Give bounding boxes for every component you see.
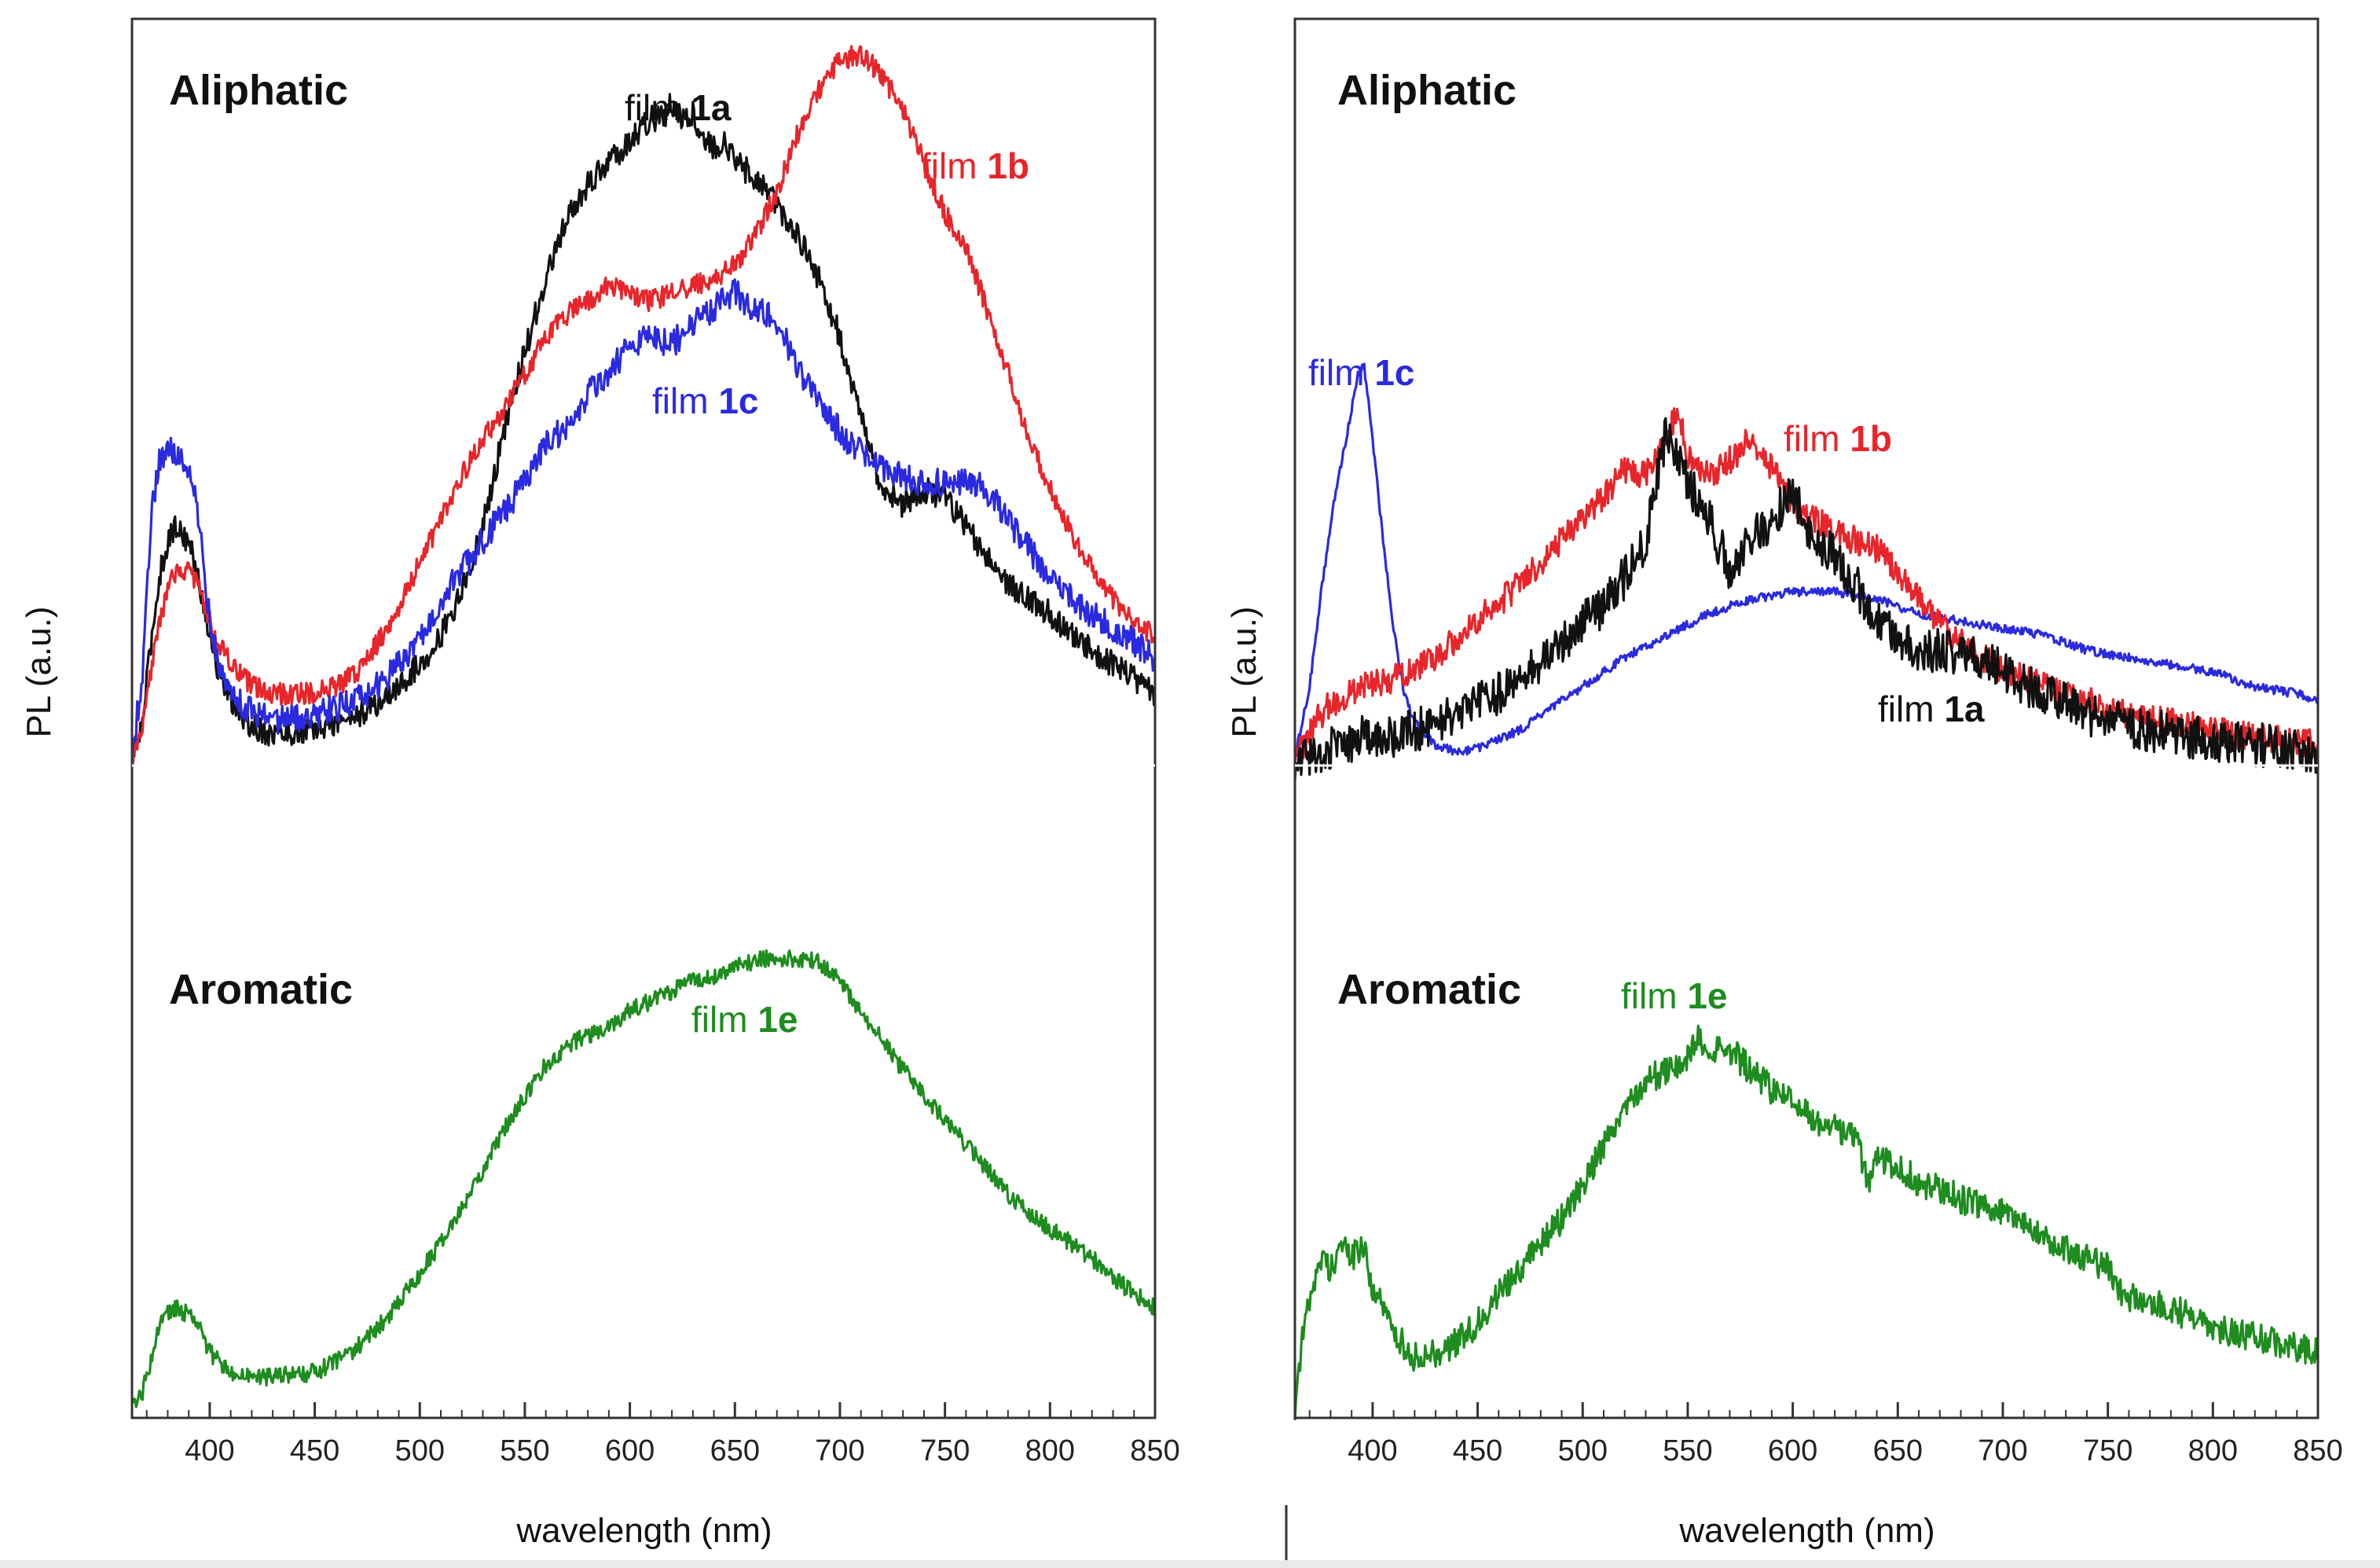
x-tick-label: 450 <box>1453 1434 1502 1467</box>
right-label-film-1a: film 1a <box>1878 689 1985 729</box>
x-tick-label: 500 <box>395 1434 445 1467</box>
x-tick-label: 700 <box>1978 1434 2027 1467</box>
x-tick-label: 600 <box>1768 1434 1817 1467</box>
right-label-film-1b-prefix: film <box>1784 418 1850 459</box>
right-top-heading: Aliphatic <box>1337 67 1516 114</box>
x-tick-label: 850 <box>1130 1434 1179 1467</box>
left-panel-series <box>130 45 1157 1408</box>
series-line-film-1a-top <box>1293 417 2319 780</box>
left-top-heading: Aliphatic <box>169 67 348 114</box>
x-tick-label: 750 <box>2083 1434 2132 1467</box>
right-label-film-1a-prefix: film <box>1878 689 1944 729</box>
left-label-film-1b: film 1b <box>921 145 1029 186</box>
left-label-film-1b-prefix: film <box>921 145 987 186</box>
left-label-film-1b-id: 1b <box>987 145 1029 186</box>
right-label-film-1a-id: 1a <box>1944 689 1985 729</box>
series-line-film-1c-top <box>130 278 1157 755</box>
left-label-film-1c: film 1c <box>652 380 759 421</box>
right-label-film-1c: film 1c <box>1308 352 1415 393</box>
left-panel: 400 450 500 550 600 650 700 750 800 850 Aliphatic… <box>20 17 1180 1550</box>
left-label-film-1a: film 1a <box>625 87 732 128</box>
series-line-film-1b-top <box>130 45 1157 766</box>
left-label-film-1a-prefix: film <box>625 87 691 128</box>
left-label-film-1e-id: 1e <box>757 999 798 1040</box>
x-tick-label: 850 <box>2293 1434 2342 1467</box>
series-line-film-1c-top <box>1293 362 2319 764</box>
x-tick-label: 550 <box>500 1434 549 1467</box>
left-label-film-1c-id: 1c <box>718 380 758 421</box>
right-panel: 400 450 500 550 600 650 700 750 800 850 Aliphatic… <box>1225 17 2343 1560</box>
x-tick-label: 650 <box>1873 1434 1923 1467</box>
x-tick-label: 500 <box>1558 1434 1608 1467</box>
right-x-axis-label: wavelength (nm) <box>1678 1511 1934 1550</box>
left-plot-frame <box>130 17 1157 1419</box>
right-bottom-heading: Aromatic <box>1337 966 1521 1013</box>
right-label-film-1b-id: 1b <box>1850 418 1892 459</box>
series-line-film-1e-bottom <box>1293 1024 2319 1420</box>
left-label-film-1a-id: 1a <box>691 87 732 128</box>
right-label-film-1c-id: 1c <box>1374 352 1414 393</box>
left-label-film-1c-prefix: film <box>652 380 718 421</box>
series-line-film-1e-bottom <box>130 949 1157 1408</box>
right-panel-series <box>1293 362 2319 1420</box>
right-label-film-1c-prefix: film <box>1308 352 1374 393</box>
left-x-axis-label: wavelength (nm) <box>515 1511 772 1550</box>
right-label-film-1e-id: 1e <box>1687 975 1727 1016</box>
left-bottom-heading: Aromatic <box>169 966 353 1013</box>
left-x-axis: 400 450 500 550 600 650 700 750 800 850 <box>145 1402 1180 1467</box>
right-label-film-1e-prefix: film <box>1621 975 1687 1016</box>
x-tick-label: 750 <box>920 1434 970 1467</box>
right-y-axis-label: PL (a.u.) <box>1225 606 1263 737</box>
x-tick-label: 650 <box>710 1434 760 1467</box>
x-tick-label: 550 <box>1663 1434 1712 1467</box>
right-plot-frame <box>1293 17 2319 1419</box>
bottom-band <box>0 1560 2380 1568</box>
x-tick-label: 400 <box>185 1434 234 1467</box>
right-x-axis: 400 450 500 550 600 650 700 750 800 850 <box>1308 1402 2343 1467</box>
left-label-film-1e-prefix: film <box>691 999 757 1040</box>
x-tick-label: 400 <box>1348 1434 1397 1467</box>
right-label-film-1e: film 1e <box>1621 975 1728 1016</box>
left-y-axis-label: PL (a.u.) <box>20 606 58 737</box>
x-tick-label: 800 <box>2188 1434 2238 1467</box>
x-tick-label: 450 <box>290 1434 339 1467</box>
x-tick-label: 700 <box>815 1434 864 1467</box>
x-tick-label: 800 <box>1025 1434 1075 1467</box>
right-label-film-1b: film 1b <box>1784 418 1892 459</box>
left-label-film-1e: film 1e <box>691 999 798 1040</box>
series-line-film-1a-top <box>130 93 1157 758</box>
x-tick-label: 600 <box>605 1434 655 1467</box>
